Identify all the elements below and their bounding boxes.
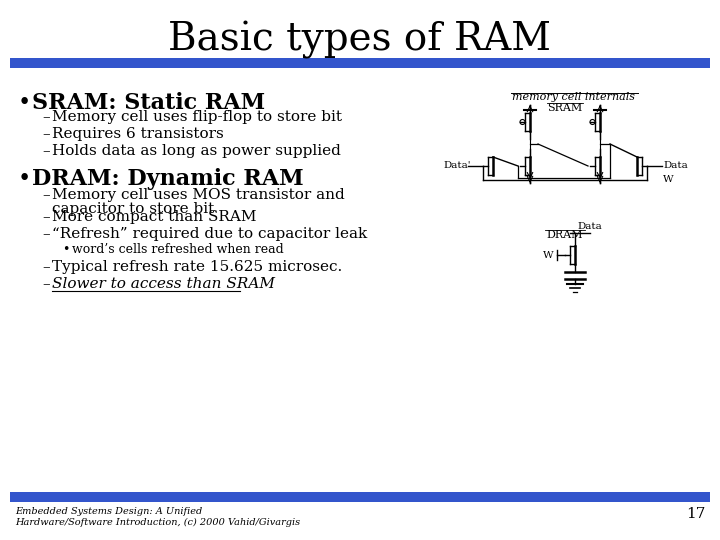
Text: DRAM: Dynamic RAM: DRAM: Dynamic RAM (32, 168, 304, 190)
Text: “Refresh” required due to capacitor leak: “Refresh” required due to capacitor leak (52, 227, 367, 241)
Text: –: – (42, 227, 50, 241)
Bar (10, 492, 710, 502)
Text: Slower to access than SRAM: Slower to access than SRAM (52, 277, 275, 291)
Text: memory cell internals: memory cell internals (513, 92, 636, 102)
Text: DRAM: DRAM (546, 230, 583, 240)
Text: Memory cell uses MOS transistor and: Memory cell uses MOS transistor and (52, 188, 345, 202)
Text: –: – (42, 277, 50, 291)
Text: –: – (42, 110, 50, 124)
Text: –: – (42, 260, 50, 274)
Text: –: – (42, 144, 50, 158)
Text: W: W (543, 251, 554, 260)
Text: Typical refresh rate 15.625 microsec.: Typical refresh rate 15.625 microsec. (52, 260, 342, 274)
Text: •: • (18, 92, 31, 114)
Text: Memory cell uses flip-flop to store bit: Memory cell uses flip-flop to store bit (52, 110, 342, 124)
Text: Data': Data' (443, 161, 470, 171)
Bar (10, 58, 710, 68)
Text: •: • (18, 168, 31, 190)
Text: –: – (42, 188, 50, 202)
Text: Requires 6 transistors: Requires 6 transistors (52, 127, 224, 141)
Text: SRAM: SRAM (547, 103, 582, 113)
Text: word’s cells refreshed when read: word’s cells refreshed when read (72, 243, 284, 256)
Text: 17: 17 (685, 507, 705, 521)
Text: Data: Data (577, 222, 602, 231)
Text: Data: Data (663, 161, 688, 171)
Text: Basic types of RAM: Basic types of RAM (168, 21, 552, 59)
Text: capacitor to store bit: capacitor to store bit (52, 202, 215, 216)
Text: More compact than SRAM: More compact than SRAM (52, 210, 256, 224)
Text: •: • (62, 243, 69, 256)
Text: –: – (42, 210, 50, 224)
Text: –: – (42, 127, 50, 141)
Text: SRAM: Static RAM: SRAM: Static RAM (32, 92, 265, 114)
Text: W: W (663, 176, 674, 185)
Text: Holds data as long as power supplied: Holds data as long as power supplied (52, 144, 341, 158)
Text: Embedded Systems Design: A Unified
Hardware/Software Introduction, (c) 2000 Vahi: Embedded Systems Design: A Unified Hardw… (15, 507, 300, 526)
